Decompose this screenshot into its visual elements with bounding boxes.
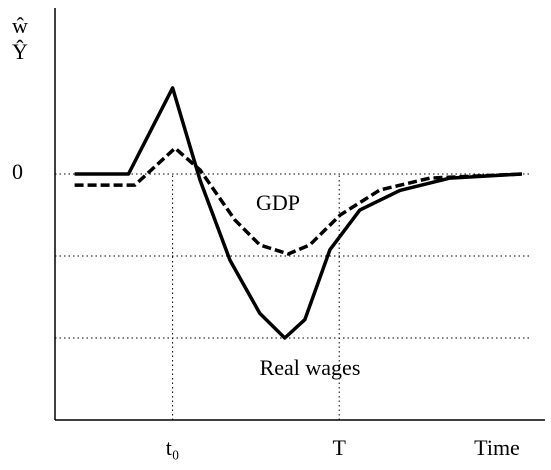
series-line xyxy=(74,146,523,256)
series-label: Real wages xyxy=(260,355,361,380)
series-line xyxy=(74,86,523,340)
y-label: Ŷ xyxy=(12,39,28,64)
x-tick-label: T xyxy=(332,435,346,460)
y-label: ŵ xyxy=(12,13,28,38)
x-label: Time xyxy=(474,435,520,460)
series-label: GDP xyxy=(256,190,300,215)
x-tick-label: t₀ xyxy=(166,435,180,460)
y-tick-label: 0 xyxy=(12,159,23,184)
